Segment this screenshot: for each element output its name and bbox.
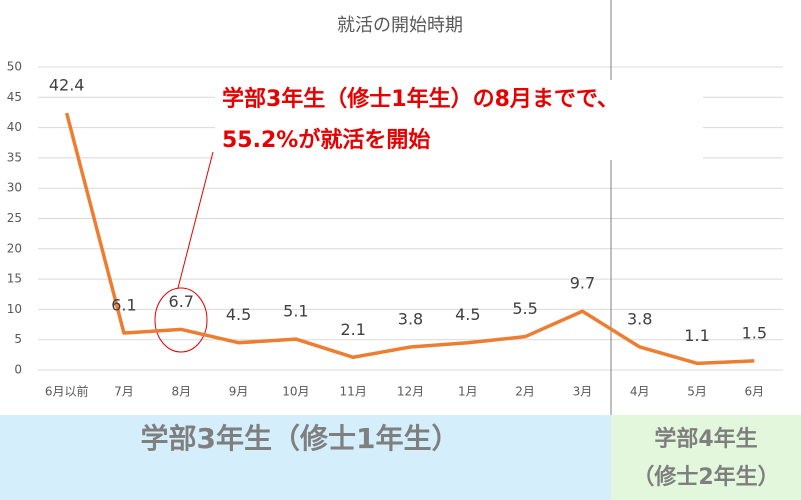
x-tick-label: 3月 [573,385,593,399]
data-label: 6.7 [169,292,194,311]
x-tick-label: 2月 [515,385,535,399]
line [64,112,755,366]
x-tick-label: 8月 [171,385,191,399]
callout-line [177,151,214,289]
y-tick-label: 25 [7,211,22,225]
y-tick-label: 5 [14,332,22,346]
data-label: 4.5 [226,305,251,324]
period-label: 学部4年生 [654,426,757,452]
period-band [0,415,611,500]
y-tick-label: 10 [7,302,22,316]
period-label: （修士2年生） [632,464,779,490]
x-tick-label: 4月 [630,385,650,399]
x-tick-label: 5月 [687,385,707,399]
annotation-box [215,80,703,160]
data-label: 5.5 [512,299,537,318]
chart-title: 就活の開始時期 [337,15,463,36]
data-label: 4.5 [455,305,480,324]
x-tick-label: 1月 [458,385,478,399]
data-label: 6.1 [111,296,136,315]
annotation: 55.2%が就活を開始 [222,127,430,153]
y-tick-label: 20 [7,241,22,255]
x-tick-label: 9月 [229,385,249,399]
x-tick-label: 10月 [282,385,309,399]
data-label: 3.8 [398,309,423,328]
callout-ellipse [154,287,208,353]
data-label: 2.1 [340,320,365,339]
period-label: 学部3年生（修士1年生） [141,422,460,455]
y-tick-label: 45 [7,90,22,104]
x-tick-label: 6月以前 [45,384,89,399]
y-tick-label: 0 [14,363,22,377]
y-tick-label: 30 [7,181,22,195]
data-label: 5.1 [283,302,308,321]
x-tick-label: 11月 [340,385,367,399]
y-tick-label: 15 [7,272,22,286]
data-label: 42.4 [49,76,85,95]
data-label: 1.5 [742,323,767,342]
data-label: 1.1 [684,326,709,345]
data-label: 3.8 [627,309,652,328]
data-label: 9.7 [570,274,595,293]
x-tick-label: 7月 [114,385,134,399]
x-tick-label: 6月 [745,385,765,399]
y-tick-label: 50 [7,60,22,74]
y-tick-label: 35 [7,150,22,164]
x-tick-label: 12月 [397,385,424,399]
y-tick-label: 40 [7,120,22,134]
period-band [611,415,801,500]
annotation: 学部3年生（修士1年生）の8月までで、 [222,86,619,112]
